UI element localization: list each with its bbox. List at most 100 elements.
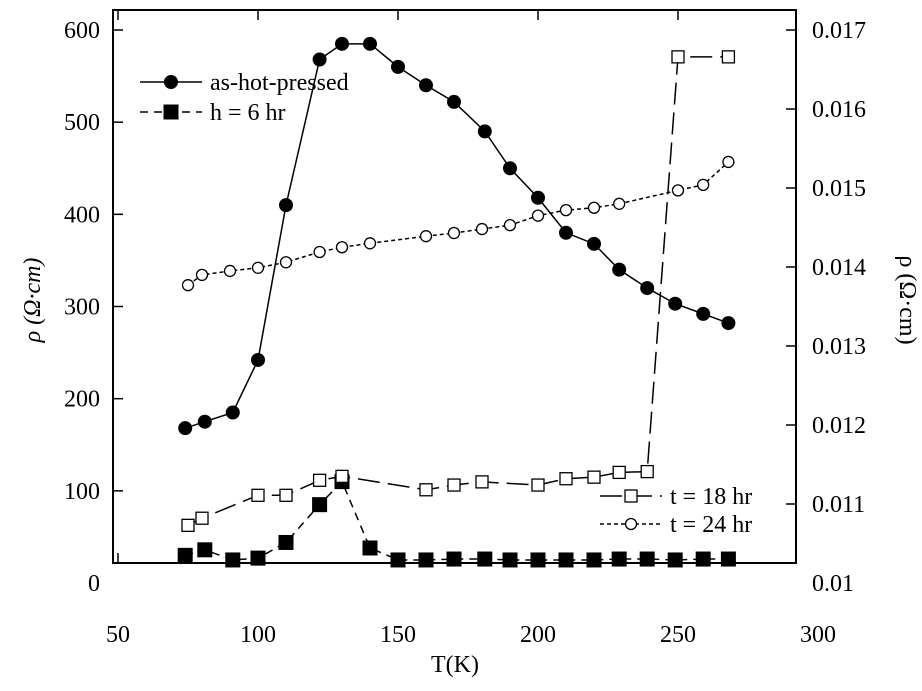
data-point <box>671 184 685 197</box>
data-point <box>251 488 265 502</box>
data-point <box>639 551 655 567</box>
data-point <box>313 245 326 259</box>
legend-label: t = 18 hr <box>670 484 752 510</box>
series-as-hot-pressed <box>178 36 736 436</box>
data-point <box>312 473 327 487</box>
data-point <box>721 316 736 331</box>
y-axis-label-left: ρ (Ω·cm) <box>20 258 46 344</box>
data-point <box>667 552 683 568</box>
data-point <box>477 551 493 567</box>
y-right-tick-label: 0.01 <box>812 571 854 597</box>
data-point <box>163 104 179 120</box>
data-point <box>225 552 241 568</box>
data-point <box>624 517 638 531</box>
legend-label: t = 24 hr <box>670 512 752 538</box>
data-point <box>503 218 517 232</box>
y-right-tick-label: 0.014 <box>812 255 866 281</box>
data-point <box>586 552 602 568</box>
data-point <box>195 511 209 525</box>
data-point <box>587 201 601 214</box>
data-point <box>531 190 545 205</box>
data-point <box>446 551 462 567</box>
x-tick-label: 250 <box>660 622 696 648</box>
data-point <box>390 552 406 568</box>
data-point <box>335 241 349 254</box>
data-point <box>697 178 710 191</box>
data-point <box>475 222 489 236</box>
y-right-tick-label: 0.017 <box>812 18 866 44</box>
data-point <box>181 279 195 292</box>
series-line <box>187 161 729 286</box>
data-point <box>197 542 213 558</box>
data-point <box>447 226 461 240</box>
y-left-tick-label: 400 <box>64 202 100 228</box>
data-point <box>197 414 212 429</box>
data-point <box>223 264 237 278</box>
legend-item: t = 24 hr <box>600 512 752 538</box>
data-point <box>668 296 683 311</box>
legend-item: t = 18 hr <box>600 484 752 510</box>
data-point <box>363 237 377 250</box>
data-point <box>279 256 293 269</box>
x-tick-label: 150 <box>380 622 416 648</box>
data-point <box>251 352 265 367</box>
data-point <box>587 236 601 251</box>
data-point <box>502 552 518 568</box>
data-point <box>447 94 461 109</box>
data-point <box>418 552 434 568</box>
data-point <box>531 478 545 492</box>
data-point <box>559 472 573 486</box>
x-tick-label: 100 <box>240 622 276 648</box>
data-point <box>251 261 265 274</box>
data-point <box>181 518 195 532</box>
x-tick-label: 200 <box>520 622 556 648</box>
data-point <box>419 230 433 243</box>
data-point <box>362 540 378 556</box>
data-point <box>164 75 178 89</box>
y-left-tick-label: 600 <box>64 18 100 44</box>
data-point <box>640 464 654 479</box>
data-point <box>419 78 433 93</box>
data-point <box>391 59 405 74</box>
y-axis-label-right: ρ (Ω·cm) <box>894 255 920 344</box>
data-point <box>624 489 638 503</box>
data-point <box>530 552 546 568</box>
data-point <box>477 124 492 139</box>
x-tick-label: 50 <box>106 622 130 648</box>
data-point <box>720 551 736 567</box>
data-point <box>722 155 735 169</box>
data-point <box>721 50 736 64</box>
data-point <box>612 262 627 277</box>
data-point <box>587 470 601 484</box>
data-point <box>279 488 293 502</box>
series-t-18-hr <box>181 50 736 532</box>
data-point <box>195 268 209 282</box>
data-point <box>696 306 711 321</box>
series-line <box>184 480 729 561</box>
series-h-6-hr <box>177 474 736 568</box>
data-point <box>335 36 349 51</box>
data-point <box>335 469 349 484</box>
data-point <box>695 551 711 567</box>
data-point <box>558 552 574 568</box>
y-left-tick-label: 100 <box>64 479 100 505</box>
legend-label: h = 6 hr <box>210 100 286 126</box>
legend-item: h = 6 hr <box>140 100 286 126</box>
data-point <box>278 534 294 550</box>
y-right-tick-label: 0.011 <box>812 492 865 518</box>
y-right-tick-label: 0.016 <box>812 97 866 123</box>
y-left-tick-label: 300 <box>64 295 100 321</box>
data-point <box>671 50 685 64</box>
y-right-tick-label: 0.012 <box>812 413 866 439</box>
y-right-tick-label: 0.013 <box>812 334 866 360</box>
data-point <box>503 161 517 176</box>
data-point <box>312 497 328 513</box>
series-t-24-hr <box>181 155 735 292</box>
data-point <box>447 478 461 492</box>
legend-item: as-hot-pressed <box>140 70 349 96</box>
data-point <box>363 36 377 51</box>
data-point <box>531 209 545 222</box>
data-point <box>419 483 433 497</box>
data-point <box>250 550 266 566</box>
